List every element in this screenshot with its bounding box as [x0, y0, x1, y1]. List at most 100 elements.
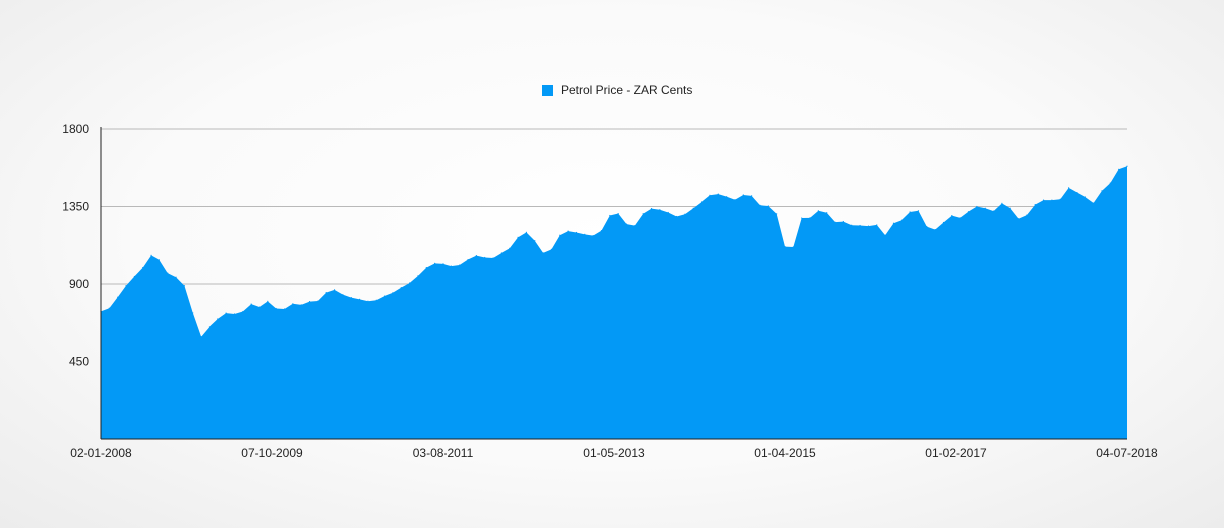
data-point [909, 211, 911, 213]
data-point [617, 212, 619, 215]
data-point [684, 213, 686, 215]
data-point [442, 263, 444, 265]
x-tick-label: 03-08-2011 [413, 446, 474, 460]
series-area-petrol-price [101, 166, 1127, 439]
data-point [1126, 165, 1128, 167]
chart-legend: Petrol Price - ZAR Cents [542, 83, 692, 97]
data-point [817, 210, 819, 212]
data-point [183, 285, 186, 287]
data-point [784, 246, 786, 248]
data-point [434, 262, 436, 264]
data-point [967, 211, 970, 213]
data-point [1093, 202, 1095, 204]
series-area-group [100, 165, 1128, 439]
data-point [834, 221, 836, 223]
data-point [142, 267, 144, 269]
data-point [759, 204, 761, 206]
data-point [984, 207, 986, 209]
data-point [233, 313, 236, 315]
data-point [1001, 202, 1003, 204]
data-point [450, 265, 452, 267]
data-point [625, 223, 628, 225]
data-point [384, 295, 386, 297]
axes [100, 127, 1127, 440]
data-point [600, 230, 603, 232]
data-point [342, 294, 344, 296]
data-point [534, 240, 536, 242]
data-point [809, 217, 811, 219]
data-point [901, 219, 903, 221]
data-point [609, 214, 611, 217]
data-point [325, 292, 327, 294]
data-point [375, 299, 377, 301]
y-tick-label: 900 [69, 277, 89, 291]
data-point [517, 236, 519, 238]
data-point [283, 308, 286, 310]
data-point [358, 298, 361, 300]
data-point [751, 195, 753, 197]
data-point [417, 275, 419, 277]
data-point [767, 205, 769, 207]
data-point [117, 296, 119, 298]
legend-swatch [542, 84, 553, 96]
data-point [859, 224, 861, 227]
data-point [675, 215, 678, 218]
data-point [667, 211, 669, 214]
data-point [200, 336, 202, 338]
data-point [592, 235, 594, 237]
data-point [642, 213, 644, 215]
data-point [333, 289, 336, 291]
data-point [892, 222, 895, 224]
data-point [300, 304, 302, 306]
data-point [175, 276, 177, 278]
data-point [459, 264, 461, 266]
data-point [392, 292, 394, 294]
data-point [876, 224, 878, 226]
data-point [425, 267, 427, 269]
data-point [1051, 199, 1053, 201]
data-point [400, 287, 402, 289]
data-point [842, 221, 844, 223]
x-tick-label: 01-02-2017 [925, 446, 987, 460]
data-point [976, 205, 978, 208]
data-point [492, 257, 494, 259]
data-point [992, 210, 995, 212]
data-point [776, 213, 778, 215]
data-point [292, 303, 294, 305]
data-point [884, 234, 886, 236]
data-point [167, 272, 169, 274]
data-point [550, 248, 553, 250]
data-point [275, 307, 277, 310]
data-point [1059, 198, 1061, 200]
data-point [1009, 207, 1011, 209]
data-point [217, 318, 219, 320]
data-point [367, 300, 369, 302]
data-point [567, 230, 569, 232]
y-axis-tick-labels: 450 900 1350 1800 [62, 122, 89, 369]
data-point [208, 326, 211, 328]
data-point [192, 312, 194, 314]
data-point [826, 212, 828, 214]
data-point [1101, 190, 1103, 192]
data-point [484, 256, 486, 259]
data-point [559, 234, 561, 236]
data-point [1042, 199, 1045, 201]
data-point [1034, 204, 1036, 206]
data-point [575, 231, 578, 234]
data-point [409, 282, 411, 284]
data-point [150, 254, 152, 257]
data-point [726, 196, 728, 198]
data-point [692, 207, 694, 209]
data-point [250, 303, 252, 305]
data-point [734, 199, 736, 201]
data-point [225, 312, 227, 314]
data-point [1118, 168, 1120, 170]
x-tick-label: 01-04-2015 [754, 446, 816, 460]
data-point [1017, 218, 1020, 220]
data-point [867, 225, 870, 227]
data-point [1084, 196, 1086, 198]
data-point [542, 252, 544, 254]
data-point [1068, 187, 1070, 189]
data-point [158, 259, 160, 261]
data-point [1076, 191, 1078, 194]
